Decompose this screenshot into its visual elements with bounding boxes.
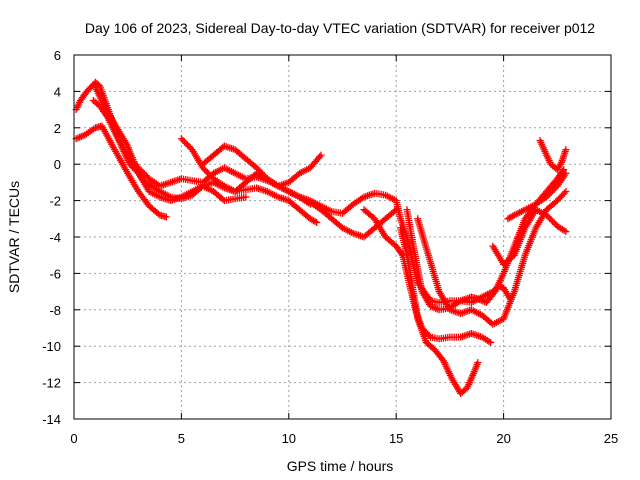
data-point-marker — [139, 169, 147, 177]
data-point-marker — [311, 218, 319, 226]
data-point-marker — [560, 166, 568, 174]
y-tick-label: 2 — [54, 121, 61, 136]
data-point-marker — [200, 165, 208, 173]
data-point-marker — [259, 170, 267, 178]
grid-lines — [74, 55, 611, 419]
x-tick-label: 15 — [389, 431, 403, 446]
data-point-marker — [562, 146, 570, 154]
x-tick-labels: 0 5 10 15 20 25 — [70, 431, 618, 446]
data-point-marker — [544, 213, 552, 221]
data-point-marker — [544, 191, 552, 199]
y-tick-label: -4 — [49, 230, 61, 245]
data-point-marker — [313, 218, 321, 226]
data-point-marker — [260, 172, 268, 180]
data-point-marker — [560, 189, 568, 197]
data-point-marker — [562, 169, 570, 177]
y-tick-label: -10 — [42, 339, 61, 354]
data-point-marker — [546, 190, 554, 198]
data-point-marker — [543, 193, 551, 201]
data-point-marker — [180, 138, 188, 146]
data-point-marker — [254, 165, 262, 173]
data-point-marker — [205, 170, 213, 178]
data-point-marker — [203, 169, 211, 177]
tick-marks — [73, 54, 612, 420]
series-track-7 — [285, 188, 514, 307]
y-tick-label: 6 — [54, 48, 61, 63]
series-track-13 — [504, 169, 570, 223]
data-point-marker — [162, 213, 170, 221]
y-axis-label: SDTVAR / TECUs — [6, 181, 22, 293]
data-point-marker — [257, 169, 265, 177]
series-track-1 — [72, 122, 170, 221]
data-point-marker — [562, 188, 570, 195]
data-point-marker — [547, 216, 555, 224]
series-track-12 — [489, 206, 570, 268]
data-point-marker — [253, 164, 261, 172]
data-point-marker — [562, 228, 570, 236]
data-points — [72, 78, 570, 398]
data-point-marker — [425, 332, 433, 340]
series-track-10 — [403, 166, 568, 314]
series-track-9 — [396, 224, 482, 398]
data-point-marker — [142, 172, 150, 180]
data-point-marker — [141, 170, 149, 178]
y-tick-label: -8 — [49, 303, 61, 318]
data-point-marker — [550, 185, 558, 193]
data-point-marker — [549, 187, 557, 195]
series-track-11 — [414, 188, 570, 328]
data-point-marker — [549, 217, 557, 225]
data-point-marker — [179, 136, 187, 144]
x-tick-label: 5 — [178, 431, 185, 446]
data-point-marker — [202, 167, 210, 175]
data-point-marker — [474, 359, 482, 367]
data-point-marker — [182, 139, 190, 147]
x-tick-label: 20 — [496, 431, 510, 446]
y-tick-label: -14 — [42, 412, 61, 427]
data-point-marker — [256, 167, 264, 175]
y-tick-labels: 6 4 2 0 -2 -4 -6 -8 -10 -12 -14 — [42, 48, 61, 427]
data-point-marker — [547, 188, 555, 196]
series-track-4 — [91, 84, 321, 226]
x-tick-label: 25 — [604, 431, 618, 446]
data-point-marker — [317, 151, 325, 159]
y-tick-label: 0 — [54, 157, 61, 172]
chart-title: Day 106 of 2023, Sidereal Day-to-day VTE… — [85, 20, 595, 36]
data-point-marker — [316, 153, 324, 161]
y-tick-label: -2 — [49, 194, 61, 209]
y-tick-label: 4 — [54, 84, 61, 99]
data-point-marker — [177, 135, 185, 143]
data-point-marker — [543, 211, 551, 219]
y-tick-label: -12 — [42, 376, 61, 391]
data-point-marker — [546, 214, 554, 222]
data-point-marker — [185, 143, 193, 151]
data-point-marker — [242, 193, 250, 201]
data-point-marker — [184, 141, 192, 149]
series-track-8 — [360, 206, 495, 347]
data-point-marker — [550, 219, 558, 227]
x-tick-label: 10 — [282, 431, 296, 446]
data-point-marker — [207, 172, 215, 180]
series-track-14 — [536, 137, 570, 174]
x-tick-label: 0 — [70, 431, 77, 446]
x-axis-label: GPS time / hours — [287, 458, 394, 474]
y-tick-label: -6 — [49, 266, 61, 281]
data-point-marker — [487, 339, 495, 347]
